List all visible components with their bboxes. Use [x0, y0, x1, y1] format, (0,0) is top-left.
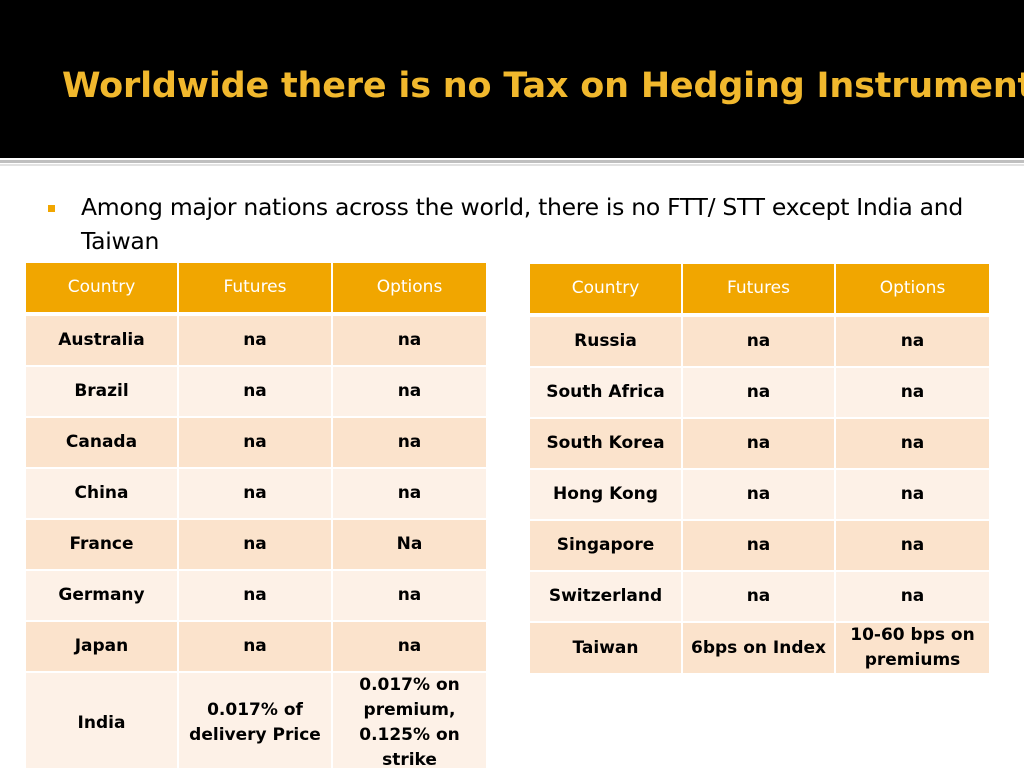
header-futures: Futures — [683, 264, 836, 317]
cell-country: Australia — [26, 316, 179, 367]
cell-futures: na — [683, 572, 836, 623]
cell-options: na — [836, 317, 989, 368]
cell-options: na — [836, 368, 989, 419]
title-divider-light — [0, 164, 1024, 166]
header-options: Options — [836, 264, 989, 317]
cell-options: na — [333, 469, 486, 520]
cell-futures: na — [179, 469, 333, 520]
cell-country: Japan — [26, 622, 179, 673]
tax-table-left: Country Futures Options Australia na na … — [26, 263, 486, 768]
cell-options: na — [836, 470, 989, 521]
bullet-square-icon — [48, 205, 55, 212]
cell-country: Germany — [26, 571, 179, 622]
cell-futures: 6bps on Index — [683, 623, 836, 675]
cell-country: Hong Kong — [530, 470, 683, 521]
cell-futures: na — [179, 418, 333, 469]
table-row: India 0.017% of delivery Price 0.017% on… — [26, 673, 486, 768]
cell-options: na — [836, 419, 989, 470]
table-header-row: Country Futures Options — [26, 263, 486, 316]
table-row: Singapore na na — [530, 521, 989, 572]
cell-country: Canada — [26, 418, 179, 469]
cell-options: na — [333, 571, 486, 622]
header-options: Options — [333, 263, 486, 316]
cell-futures: na — [683, 470, 836, 521]
cell-options: na — [333, 622, 486, 673]
table-row: Russia na na — [530, 317, 989, 368]
table-row: Hong Kong na na — [530, 470, 989, 521]
header-futures: Futures — [179, 263, 333, 316]
cell-futures: 0.017% of delivery Price — [179, 673, 333, 768]
table-row: South Korea na na — [530, 419, 989, 470]
cell-options: na — [333, 316, 486, 367]
cell-country: France — [26, 520, 179, 571]
tax-table-right: Country Futures Options Russia na na Sou… — [530, 264, 989, 675]
table-row: Switzerland na na — [530, 572, 989, 623]
table-header-row: Country Futures Options — [530, 264, 989, 317]
cell-options: na — [333, 418, 486, 469]
header-country: Country — [530, 264, 683, 317]
cell-country: Brazil — [26, 367, 179, 418]
title-divider — [0, 160, 1024, 163]
table-row: Brazil na na — [26, 367, 486, 418]
cell-futures: na — [179, 571, 333, 622]
cell-country: Taiwan — [530, 623, 683, 675]
table-row: France na Na — [26, 520, 486, 571]
cell-country: Russia — [530, 317, 683, 368]
cell-futures: na — [179, 316, 333, 367]
table-row: Germany na na — [26, 571, 486, 622]
cell-futures: na — [683, 419, 836, 470]
cell-futures: na — [683, 368, 836, 419]
bullet-text: Among major nations across the world, th… — [81, 193, 963, 255]
table-row: Canada na na — [26, 418, 486, 469]
table-row: South Africa na na — [530, 368, 989, 419]
table-row: Taiwan 6bps on Index 10-60 bps on premiu… — [530, 623, 989, 675]
table-row: Japan na na — [26, 622, 486, 673]
table-row: Australia na na — [26, 316, 486, 367]
cell-options: Na — [333, 520, 486, 571]
cell-country: South Korea — [530, 419, 683, 470]
cell-options: 0.017% on premium, 0.125% on strike — [333, 673, 486, 768]
cell-country: India — [26, 673, 179, 768]
cell-futures: na — [179, 622, 333, 673]
cell-options: na — [836, 572, 989, 623]
cell-futures: na — [179, 367, 333, 418]
cell-options: na — [333, 367, 486, 418]
cell-country: China — [26, 469, 179, 520]
cell-futures: na — [683, 317, 836, 368]
cell-country: South Africa — [530, 368, 683, 419]
cell-country: Switzerland — [530, 572, 683, 623]
cell-options: 10-60 bps on premiums — [836, 623, 989, 675]
cell-country: Singapore — [530, 521, 683, 572]
slide-title: Worldwide there is no Tax on Hedging Ins… — [62, 66, 1024, 106]
title-bar: Worldwide there is no Tax on Hedging Ins… — [0, 0, 1024, 158]
cell-futures: na — [179, 520, 333, 571]
header-country: Country — [26, 263, 179, 316]
cell-futures: na — [683, 521, 836, 572]
table-row: China na na — [26, 469, 486, 520]
cell-options: na — [836, 521, 989, 572]
